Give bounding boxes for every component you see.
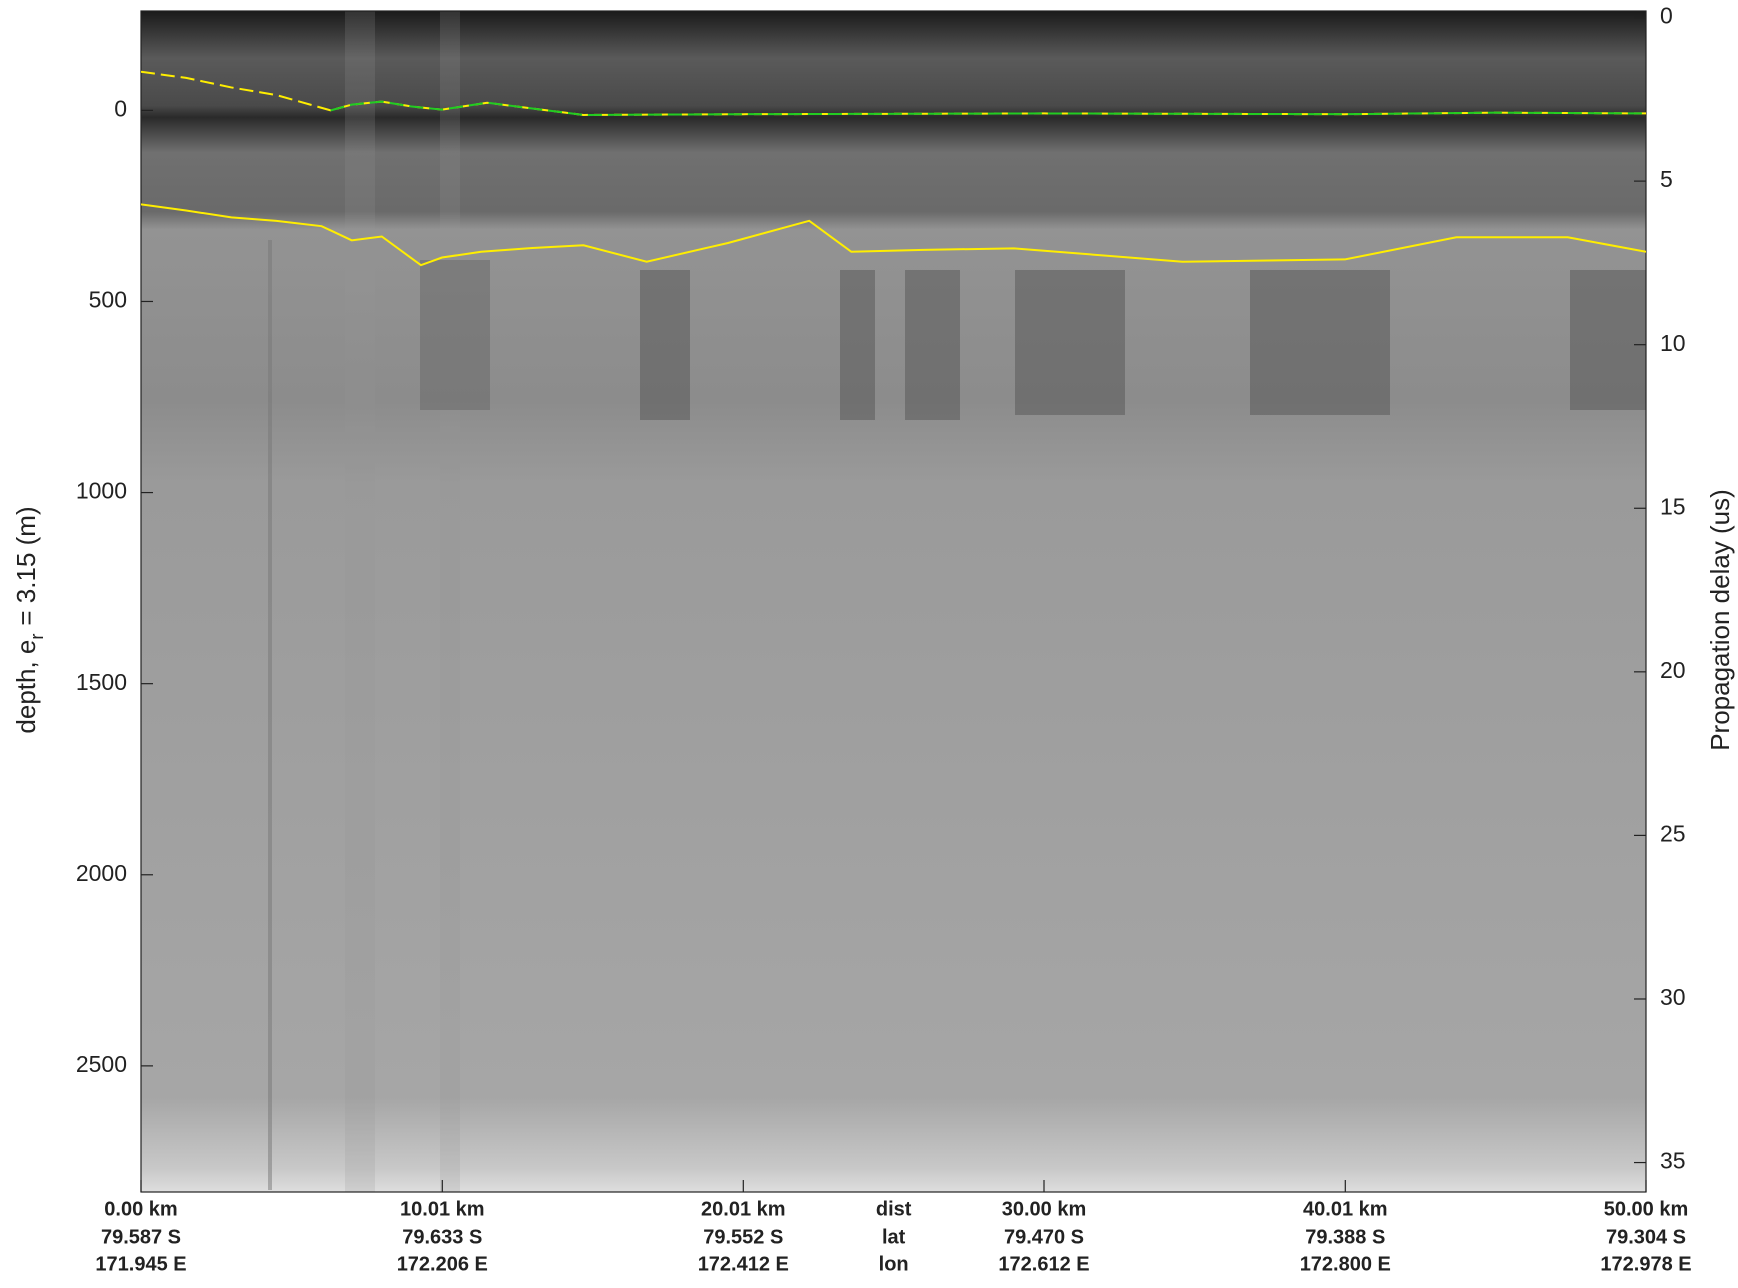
y-tick-label: 0 xyxy=(114,95,127,121)
y-tick-label: 500 xyxy=(89,287,127,313)
y2-tick-label: 10 xyxy=(1660,330,1686,356)
x-tick-label: 10.01 km xyxy=(400,1198,485,1220)
lon-label: 172.412 E xyxy=(698,1253,789,1275)
lon-label: 172.612 E xyxy=(998,1253,1089,1275)
y-tick-label: 1500 xyxy=(76,669,127,695)
layer-line xyxy=(330,100,1646,116)
lat-label: 79.633 S xyxy=(402,1226,482,1248)
layer-line xyxy=(141,203,1646,267)
x-tick-label: 20.01 km xyxy=(701,1198,786,1220)
y-axis-label: depth, er = 3.15 (m) xyxy=(11,506,47,733)
lon-label: 172.206 E xyxy=(397,1253,488,1275)
y2-tick-label: 20 xyxy=(1660,657,1686,683)
lat-label: 79.470 S xyxy=(1004,1226,1084,1248)
radar-texture xyxy=(268,11,1646,1192)
y2-tick-label: 25 xyxy=(1660,820,1686,846)
lat-label: 79.552 S xyxy=(703,1226,783,1248)
y-label-sub: r xyxy=(27,634,47,640)
y-tick-label: 2500 xyxy=(76,1051,127,1077)
y-label-main: depth, e xyxy=(11,640,41,734)
lon-label: 171.945 E xyxy=(95,1253,186,1275)
row-label: lon xyxy=(879,1253,909,1275)
layer-lines xyxy=(141,70,1646,267)
y-tick-label: 1000 xyxy=(76,478,127,504)
y2-tick-label: 15 xyxy=(1660,493,1686,519)
x-tick-label: 0.00 km xyxy=(104,1198,177,1220)
lat-label: 79.587 S xyxy=(101,1226,181,1248)
x-tick-label: 30.00 km xyxy=(1002,1198,1087,1220)
plot-frame xyxy=(140,10,1647,1193)
y2-tick-label: 35 xyxy=(1660,1148,1686,1174)
x-tick-label: 40.01 km xyxy=(1303,1198,1388,1220)
lat-label: 79.388 S xyxy=(1305,1226,1385,1248)
row-label: dist xyxy=(876,1198,912,1220)
y-tick-label: 2000 xyxy=(76,860,127,886)
y2-tick-label: 0 xyxy=(1660,3,1673,29)
y2-tick-label: 30 xyxy=(1660,984,1686,1010)
radar-image xyxy=(141,11,1646,1192)
y-label-rest: = 3.15 (m) xyxy=(11,506,41,625)
lon-label: 172.978 E xyxy=(1600,1253,1691,1275)
lat-label: 79.304 S xyxy=(1606,1226,1686,1248)
lon-label: 172.800 E xyxy=(1300,1253,1391,1275)
y2-tick-label: 5 xyxy=(1660,166,1673,192)
row-label: lat xyxy=(882,1226,906,1248)
y2-axis-label: Propagation delay (us) xyxy=(1705,489,1735,751)
x-tick-label: 50.00 km xyxy=(1604,1198,1689,1220)
